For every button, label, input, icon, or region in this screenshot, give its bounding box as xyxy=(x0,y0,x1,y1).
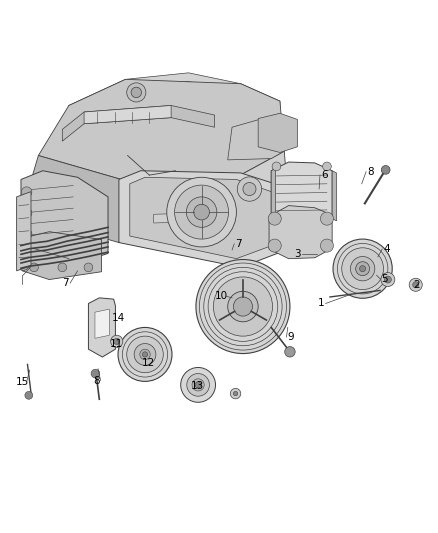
Circle shape xyxy=(30,263,39,272)
Circle shape xyxy=(213,277,272,336)
Circle shape xyxy=(175,185,229,239)
Polygon shape xyxy=(119,171,289,268)
Polygon shape xyxy=(84,106,171,124)
Circle shape xyxy=(127,83,146,102)
Circle shape xyxy=(196,260,290,353)
Polygon shape xyxy=(88,298,116,357)
Polygon shape xyxy=(21,156,136,243)
Circle shape xyxy=(381,166,390,174)
Polygon shape xyxy=(271,168,276,219)
Circle shape xyxy=(195,382,201,388)
Circle shape xyxy=(58,263,67,272)
Circle shape xyxy=(333,239,392,298)
Text: 13: 13 xyxy=(191,381,204,391)
Polygon shape xyxy=(332,171,336,221)
Text: 8: 8 xyxy=(367,167,374,176)
Polygon shape xyxy=(95,309,110,338)
Text: 4: 4 xyxy=(383,244,390,254)
Text: 6: 6 xyxy=(321,170,328,180)
Circle shape xyxy=(17,239,29,251)
Text: 15: 15 xyxy=(16,377,29,387)
Circle shape xyxy=(237,177,261,201)
Polygon shape xyxy=(62,106,215,141)
Circle shape xyxy=(91,369,100,378)
Polygon shape xyxy=(228,118,284,160)
Circle shape xyxy=(385,276,391,283)
Circle shape xyxy=(285,346,295,357)
Text: 11: 11 xyxy=(110,339,124,349)
Polygon shape xyxy=(130,177,280,259)
Circle shape xyxy=(243,182,256,196)
Polygon shape xyxy=(22,232,102,279)
Circle shape xyxy=(111,335,123,348)
Circle shape xyxy=(272,162,281,171)
Circle shape xyxy=(272,213,281,222)
Circle shape xyxy=(167,177,237,247)
Text: 14: 14 xyxy=(112,313,126,323)
Circle shape xyxy=(342,248,384,289)
Circle shape xyxy=(114,338,120,344)
Circle shape xyxy=(233,391,238,396)
Text: 12: 12 xyxy=(142,358,155,368)
Polygon shape xyxy=(17,192,31,271)
Circle shape xyxy=(230,389,241,399)
Circle shape xyxy=(118,327,172,382)
Circle shape xyxy=(268,212,281,225)
Polygon shape xyxy=(119,151,289,243)
Text: 1: 1 xyxy=(318,298,325,309)
Circle shape xyxy=(413,282,419,288)
Circle shape xyxy=(322,162,331,171)
Text: 10: 10 xyxy=(215,291,228,301)
Polygon shape xyxy=(39,79,284,184)
Text: 3: 3 xyxy=(294,249,300,260)
Circle shape xyxy=(194,204,209,220)
Circle shape xyxy=(84,263,93,272)
Circle shape xyxy=(268,239,281,252)
Circle shape xyxy=(233,297,253,316)
Circle shape xyxy=(186,197,217,228)
Circle shape xyxy=(21,187,32,197)
Circle shape xyxy=(181,367,215,402)
Polygon shape xyxy=(269,206,332,259)
Polygon shape xyxy=(21,171,108,263)
Circle shape xyxy=(192,379,204,391)
Polygon shape xyxy=(69,73,280,114)
Circle shape xyxy=(187,374,209,396)
Circle shape xyxy=(322,213,331,222)
Circle shape xyxy=(409,278,422,292)
Text: 8: 8 xyxy=(93,376,99,385)
Circle shape xyxy=(140,349,150,360)
Polygon shape xyxy=(154,213,184,223)
Text: 9: 9 xyxy=(287,332,294,342)
Circle shape xyxy=(321,212,333,225)
Circle shape xyxy=(134,344,156,365)
Circle shape xyxy=(350,256,375,281)
Text: 7: 7 xyxy=(63,278,69,288)
Polygon shape xyxy=(271,162,332,228)
Text: 7: 7 xyxy=(235,239,242,249)
Circle shape xyxy=(127,336,163,373)
Circle shape xyxy=(356,262,370,276)
Circle shape xyxy=(131,87,141,98)
Circle shape xyxy=(381,272,395,287)
Polygon shape xyxy=(258,114,297,152)
Circle shape xyxy=(360,265,366,272)
Circle shape xyxy=(17,248,29,261)
Circle shape xyxy=(321,239,333,252)
Circle shape xyxy=(228,292,258,322)
Circle shape xyxy=(21,229,32,239)
Circle shape xyxy=(21,208,32,218)
Text: 2: 2 xyxy=(414,280,420,290)
Text: 5: 5 xyxy=(381,273,388,284)
Circle shape xyxy=(25,391,33,399)
Circle shape xyxy=(142,352,148,357)
Circle shape xyxy=(17,258,29,270)
